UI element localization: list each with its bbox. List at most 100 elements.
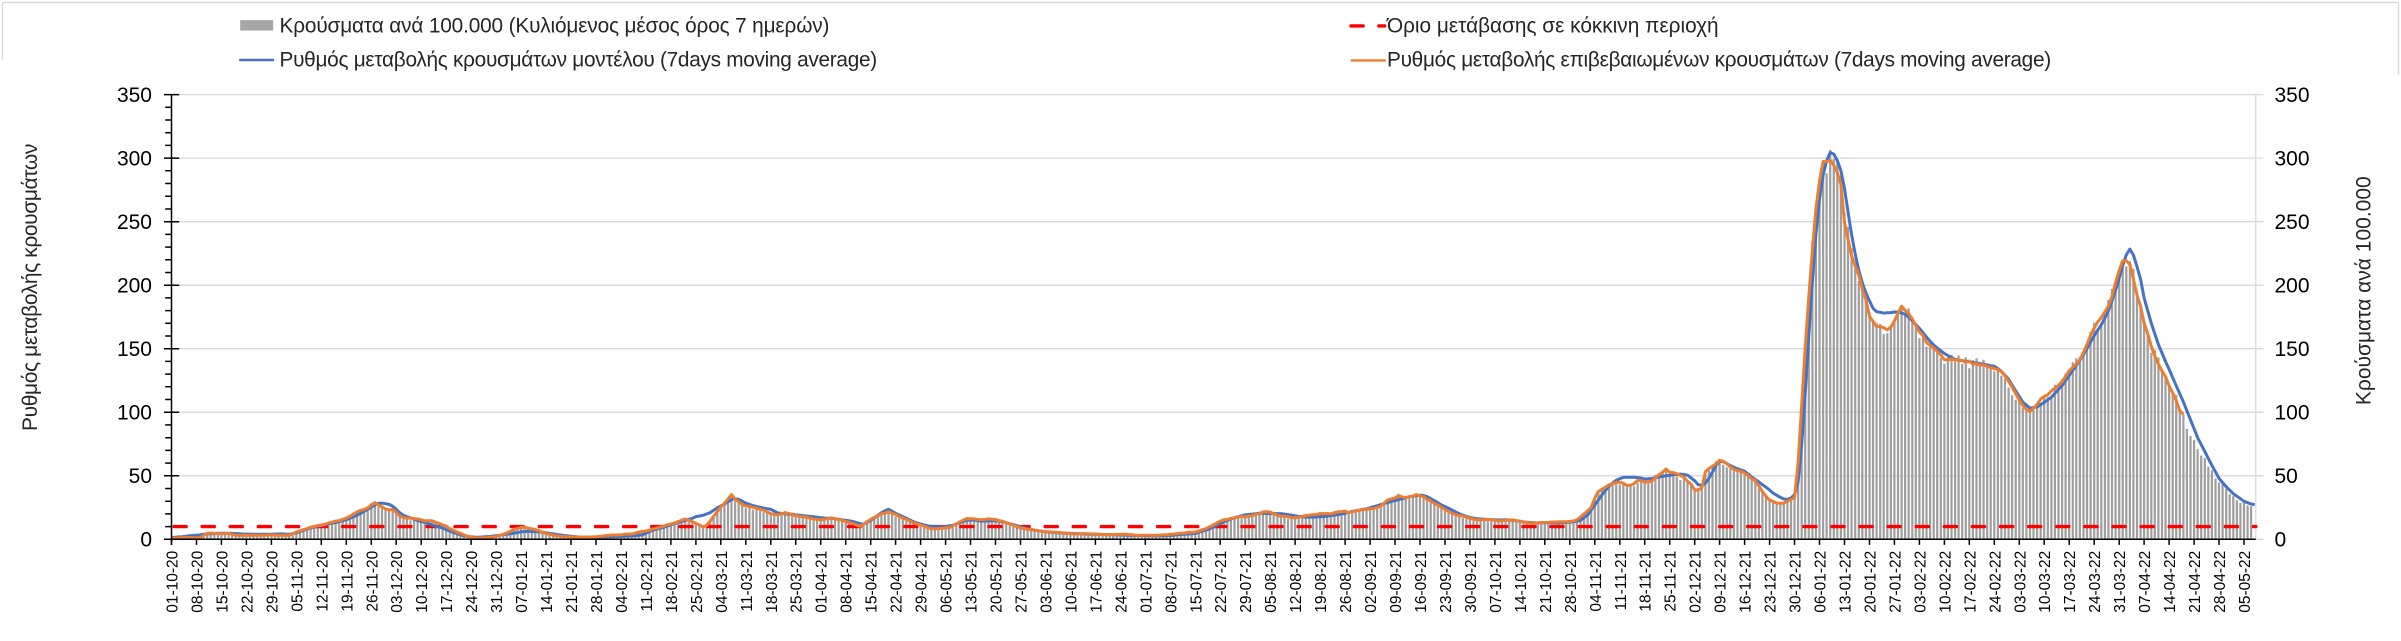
svg-text:14-01-21: 14-01-21 <box>539 551 556 613</box>
svg-text:09-12-21: 09-12-21 <box>1713 551 1730 613</box>
svg-text:03-02-22: 03-02-22 <box>1912 551 1929 613</box>
svg-text:04-02-21: 04-02-21 <box>614 551 631 613</box>
svg-text:15-04-21: 15-04-21 <box>864 551 881 613</box>
svg-text:19-08-21: 19-08-21 <box>1313 551 1330 613</box>
svg-text:100: 100 <box>2275 402 2310 425</box>
svg-text:05-05-22: 05-05-22 <box>2237 551 2254 613</box>
svg-text:21-10-21: 21-10-21 <box>1538 551 1555 613</box>
svg-text:300: 300 <box>117 147 152 170</box>
svg-text:23-12-21: 23-12-21 <box>1763 551 1780 613</box>
svg-text:17-03-22: 17-03-22 <box>2062 551 2079 613</box>
svg-text:11-02-21: 11-02-21 <box>639 551 656 612</box>
svg-text:Ρυθμός μεταβολής κρουσμάτων: Ρυθμός μεταβολής κρουσμάτων <box>19 144 42 431</box>
svg-text:50: 50 <box>2275 465 2298 488</box>
svg-text:13-05-21: 13-05-21 <box>964 551 981 613</box>
svg-text:25-03-21: 25-03-21 <box>789 551 806 613</box>
svg-text:07-04-22: 07-04-22 <box>2137 551 2154 613</box>
svg-text:10-03-22: 10-03-22 <box>2037 551 2054 613</box>
svg-text:30-12-21: 30-12-21 <box>1788 551 1805 613</box>
svg-text:02-09-21: 02-09-21 <box>1363 551 1380 613</box>
svg-text:01-04-21: 01-04-21 <box>814 551 831 613</box>
svg-text:09-09-21: 09-09-21 <box>1388 551 1405 613</box>
svg-text:21-04-22: 21-04-22 <box>2187 551 2204 613</box>
svg-text:05-11-20: 05-11-20 <box>289 550 306 611</box>
svg-text:25-11-21: 25-11-21 <box>1663 551 1680 612</box>
svg-text:300: 300 <box>2275 147 2310 170</box>
svg-text:01-07-21: 01-07-21 <box>1138 551 1155 613</box>
svg-text:20-01-22: 20-01-22 <box>1863 551 1880 613</box>
svg-text:18-11-21: 18-11-21 <box>1638 551 1655 612</box>
svg-text:28-01-21: 28-01-21 <box>589 551 606 613</box>
svg-text:05-08-21: 05-08-21 <box>1263 551 1280 613</box>
svg-text:18-03-21: 18-03-21 <box>764 551 781 613</box>
svg-text:200: 200 <box>2275 275 2310 298</box>
svg-text:Ρυθμός μεταβολής επιβεβαιωμένω: Ρυθμός μεταβολής επιβεβαιωμένων κρουσμάτ… <box>1387 49 2051 72</box>
svg-text:08-10-20: 08-10-20 <box>190 550 207 612</box>
svg-text:11-11-21: 11-11-21 <box>1613 551 1630 611</box>
svg-text:350: 350 <box>117 84 152 107</box>
svg-text:25-02-21: 25-02-21 <box>689 551 706 613</box>
svg-text:29-04-21: 29-04-21 <box>914 551 931 613</box>
svg-text:06-05-21: 06-05-21 <box>939 551 956 613</box>
svg-text:24-12-20: 24-12-20 <box>464 550 481 612</box>
svg-text:0: 0 <box>140 529 152 552</box>
svg-text:07-10-21: 07-10-21 <box>1488 551 1505 613</box>
svg-text:03-03-22: 03-03-22 <box>2012 551 2029 613</box>
svg-text:Ρυθμός μεταβολής κρουσμάτων μο: Ρυθμός μεταβολής κρουσμάτων μοντέλου (7d… <box>280 49 877 72</box>
svg-text:21-01-21: 21-01-21 <box>564 551 581 613</box>
svg-text:07-01-21: 07-01-21 <box>514 551 531 613</box>
svg-text:0: 0 <box>2275 529 2287 552</box>
svg-text:Κρούσματα ανά 100.000: Κρούσματα ανά 100.000 <box>2352 176 2375 405</box>
svg-text:24-02-22: 24-02-22 <box>1987 551 2004 613</box>
svg-text:Όριο μετάβασης σε κόκκινη περι: Όριο μετάβασης σε κόκκινη περιοχή <box>1386 15 1719 38</box>
svg-text:11-03-21: 11-03-21 <box>739 551 756 612</box>
svg-text:17-12-20: 17-12-20 <box>439 550 456 612</box>
svg-text:04-03-21: 04-03-21 <box>714 551 731 613</box>
svg-text:02-12-21: 02-12-21 <box>1688 551 1705 613</box>
svg-text:100: 100 <box>117 402 152 425</box>
svg-text:10-12-20: 10-12-20 <box>414 550 431 612</box>
svg-text:17-06-21: 17-06-21 <box>1088 551 1105 613</box>
svg-text:250: 250 <box>2275 211 2310 234</box>
svg-text:Κρούσματα ανά 100.000 (Κυλιόμε: Κρούσματα ανά 100.000 (Κυλιόμενος μέσος … <box>280 15 830 38</box>
svg-text:24-03-22: 24-03-22 <box>2087 551 2104 613</box>
svg-text:26-08-21: 26-08-21 <box>1338 551 1355 613</box>
svg-text:31-03-22: 31-03-22 <box>2112 551 2129 613</box>
svg-text:27-05-21: 27-05-21 <box>1014 551 1031 613</box>
svg-text:200: 200 <box>117 275 152 298</box>
svg-text:30-09-21: 30-09-21 <box>1463 551 1480 613</box>
svg-text:01-10-20: 01-10-20 <box>165 550 182 612</box>
svg-text:19-11-20: 19-11-20 <box>339 550 356 611</box>
svg-text:08-04-21: 08-04-21 <box>839 551 856 613</box>
svg-text:03-12-20: 03-12-20 <box>389 550 406 612</box>
svg-text:150: 150 <box>117 338 152 361</box>
svg-text:22-10-20: 22-10-20 <box>239 550 256 612</box>
svg-text:26-11-20: 26-11-20 <box>364 550 381 611</box>
svg-text:03-06-21: 03-06-21 <box>1038 551 1055 613</box>
svg-text:06-01-22: 06-01-22 <box>1813 551 1830 613</box>
svg-text:04-11-21: 04-11-21 <box>1588 551 1605 612</box>
svg-text:29-07-21: 29-07-21 <box>1238 551 1255 613</box>
svg-text:20-05-21: 20-05-21 <box>989 551 1006 613</box>
svg-text:10-02-22: 10-02-22 <box>1937 551 1954 613</box>
svg-text:16-12-21: 16-12-21 <box>1738 551 1755 613</box>
svg-text:13-01-22: 13-01-22 <box>1838 551 1855 613</box>
svg-text:24-06-21: 24-06-21 <box>1113 551 1130 613</box>
svg-text:150: 150 <box>2275 338 2310 361</box>
svg-text:23-09-21: 23-09-21 <box>1438 551 1455 613</box>
svg-text:14-10-21: 14-10-21 <box>1513 551 1530 613</box>
svg-text:29-10-20: 29-10-20 <box>264 550 281 612</box>
svg-text:250: 250 <box>117 211 152 234</box>
svg-text:28-10-21: 28-10-21 <box>1563 551 1580 613</box>
svg-text:14-04-22: 14-04-22 <box>2162 551 2179 613</box>
svg-text:50: 50 <box>129 465 152 488</box>
svg-text:12-08-21: 12-08-21 <box>1288 551 1305 613</box>
svg-text:22-04-21: 22-04-21 <box>889 551 906 613</box>
svg-text:08-07-21: 08-07-21 <box>1163 551 1180 613</box>
svg-text:15-07-21: 15-07-21 <box>1188 551 1205 613</box>
svg-text:350: 350 <box>2275 84 2310 107</box>
svg-text:18-02-21: 18-02-21 <box>664 551 681 613</box>
svg-text:31-12-20: 31-12-20 <box>489 550 506 612</box>
svg-text:10-06-21: 10-06-21 <box>1063 551 1080 613</box>
svg-text:28-04-22: 28-04-22 <box>2212 551 2229 613</box>
